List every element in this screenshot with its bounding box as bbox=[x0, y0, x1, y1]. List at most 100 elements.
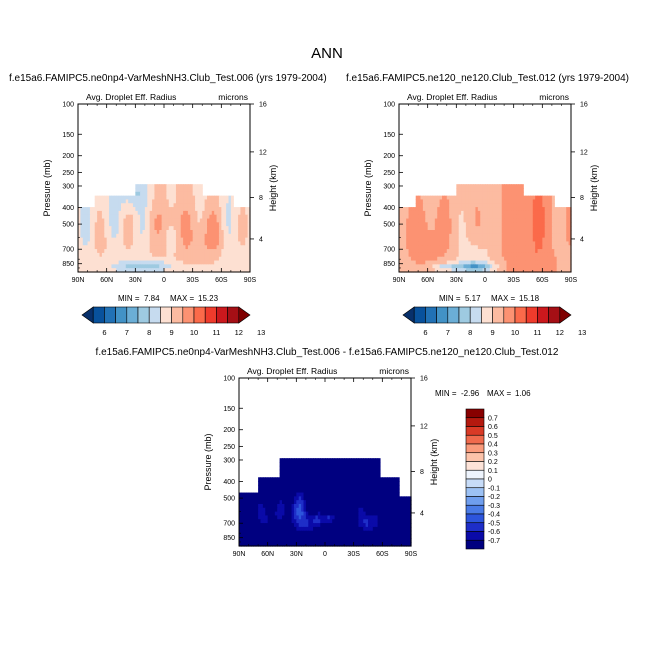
panel1-cell bbox=[178, 218, 182, 223]
panel2-cell bbox=[410, 245, 414, 250]
panel2-cell bbox=[485, 210, 488, 216]
panel3-cell bbox=[317, 507, 321, 513]
panel3-cell bbox=[348, 511, 352, 517]
panel1-cell bbox=[178, 256, 182, 262]
panel1-cell bbox=[185, 210, 189, 216]
panel2-cell bbox=[523, 210, 527, 216]
panel1-cell bbox=[123, 207, 127, 212]
panel2-cell bbox=[501, 252, 505, 258]
panel3-cell bbox=[375, 477, 379, 482]
panel1-cell bbox=[152, 226, 156, 231]
panel3-cell bbox=[389, 484, 393, 490]
panel3-cell bbox=[348, 538, 352, 543]
panel3-cell bbox=[375, 484, 379, 490]
panel1-colorbar-box bbox=[204, 306, 217, 324]
panel2-cell bbox=[513, 199, 517, 204]
panel2-cell bbox=[513, 268, 517, 273]
panel3-cell bbox=[387, 488, 391, 494]
panel3-cell bbox=[396, 504, 400, 509]
panel3-cell bbox=[389, 481, 393, 486]
panel1-cell bbox=[94, 252, 98, 258]
panel2-cell bbox=[427, 210, 431, 216]
panel1-colorbar-box bbox=[137, 306, 150, 324]
panel3-cell bbox=[325, 511, 328, 517]
panel3-cell bbox=[279, 481, 283, 486]
panel2-cell bbox=[434, 222, 438, 227]
panel3-cell bbox=[334, 542, 338, 547]
panel2-cell bbox=[470, 256, 474, 262]
panel1-ytick-label: 500 bbox=[62, 222, 74, 229]
panel1-cell bbox=[240, 210, 244, 216]
panel3-cell bbox=[279, 534, 283, 539]
panel1-cell bbox=[211, 203, 215, 208]
panel2-cell bbox=[506, 199, 510, 204]
panel3-cell bbox=[401, 530, 405, 536]
panel3-cell bbox=[239, 515, 242, 520]
panel1-cell bbox=[113, 241, 117, 246]
panel1-cell bbox=[130, 218, 134, 223]
panel1-cell bbox=[80, 264, 84, 269]
panel2-cell bbox=[525, 203, 529, 208]
panel3-cell bbox=[250, 534, 254, 539]
panel2-colorbar-box bbox=[503, 306, 516, 324]
panel2-cell bbox=[542, 214, 546, 220]
panel1-cell bbox=[171, 222, 175, 227]
panel3-cell bbox=[339, 526, 343, 532]
panel3-cell bbox=[394, 519, 398, 524]
panel1-cell bbox=[214, 264, 218, 269]
panel2-cell bbox=[544, 252, 548, 258]
panel3-height-tick-label: 16 bbox=[420, 376, 428, 383]
panel3-cell bbox=[284, 500, 288, 505]
panel3-cell bbox=[265, 523, 269, 528]
panel1-cell bbox=[111, 230, 115, 235]
panel3-cell bbox=[322, 492, 326, 497]
panel2-cell bbox=[415, 199, 419, 204]
panel2-cell bbox=[444, 237, 448, 243]
panel1-cell bbox=[87, 214, 91, 220]
panel2-cell bbox=[401, 252, 405, 258]
panel3-cell bbox=[284, 469, 288, 475]
panel2-cell bbox=[516, 230, 520, 235]
panel2-cell bbox=[499, 195, 503, 201]
panel3-cell bbox=[253, 515, 257, 520]
panel2-cell bbox=[434, 207, 438, 212]
panel1-cell bbox=[154, 256, 158, 262]
panel1-cell bbox=[94, 268, 98, 273]
panel1-cell bbox=[94, 260, 98, 265]
panel1-cell bbox=[101, 222, 105, 227]
panel3-cell bbox=[301, 473, 305, 478]
panel3-cell bbox=[334, 473, 338, 478]
panel2-cell bbox=[468, 268, 472, 273]
panel1-cell bbox=[94, 249, 98, 254]
panel2-cell bbox=[399, 218, 402, 223]
panel1-cell bbox=[185, 268, 189, 273]
panel2-cell bbox=[456, 256, 460, 262]
panel1-cell bbox=[183, 199, 187, 204]
panel2-cell bbox=[551, 256, 555, 262]
panel1-cell bbox=[180, 203, 184, 208]
panel3-cell bbox=[241, 500, 245, 505]
panel1-cell bbox=[202, 260, 206, 265]
panel2-cell bbox=[449, 214, 453, 220]
panel1-cell bbox=[123, 214, 127, 220]
panel3-cell bbox=[379, 492, 383, 497]
panel3-cell bbox=[267, 477, 271, 482]
panel2-cell bbox=[487, 214, 491, 220]
panel2-cell bbox=[456, 203, 460, 208]
panel3-cell bbox=[325, 515, 328, 520]
panel2-cell bbox=[473, 210, 477, 216]
panel1-cell bbox=[195, 252, 199, 258]
panel3-cell bbox=[368, 519, 371, 524]
panel1-cell bbox=[218, 222, 222, 227]
panel2-cell bbox=[499, 268, 503, 273]
panel3-xtick-label: 30N bbox=[290, 551, 303, 558]
panel2-cell bbox=[496, 264, 500, 269]
panel3-cell bbox=[391, 538, 395, 543]
panel3-cell bbox=[329, 519, 333, 524]
panel1-cell bbox=[164, 195, 167, 201]
panel3-cell bbox=[260, 500, 264, 505]
panel2-cell bbox=[535, 233, 539, 239]
panel3-cell bbox=[391, 488, 395, 494]
panel3-cell bbox=[368, 484, 371, 490]
panel1-cell bbox=[149, 256, 153, 262]
